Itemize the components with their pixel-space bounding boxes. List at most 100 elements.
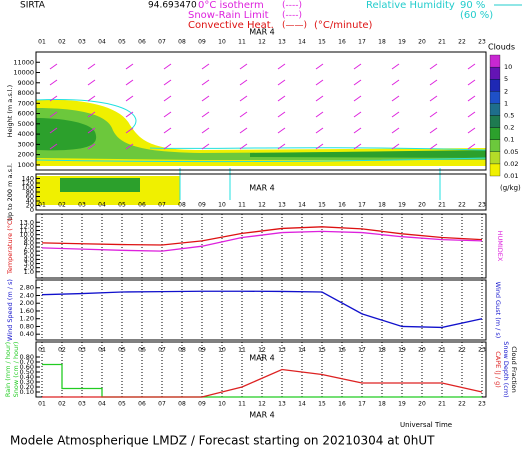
y-tick-label: 2000	[17, 151, 34, 159]
hour-label: 08	[178, 347, 186, 354]
hour-label: 04	[98, 202, 106, 209]
wind-arrow	[467, 127, 476, 134]
wind-arrow	[125, 127, 134, 134]
colorbar-swatch	[489, 139, 501, 152]
wind-arrow	[277, 143, 286, 150]
hour-label: 07	[158, 401, 166, 408]
axis-label: Rain (mm / hour)	[4, 342, 12, 397]
hour-label: 21	[438, 347, 446, 354]
hour-label: 08	[178, 401, 186, 408]
wind-arrow	[277, 79, 286, 86]
wind-arrow	[201, 143, 210, 150]
y-tick-label: 3000	[17, 140, 34, 148]
hour-label: 12	[258, 202, 266, 209]
y-tick-label: 0.40	[20, 330, 34, 338]
hour-label: 13	[278, 202, 286, 209]
hour-label: 01	[38, 202, 46, 209]
wind-arrow	[391, 111, 400, 118]
axis-label: Cloud Fraction	[510, 346, 518, 393]
hour-label: 20	[418, 347, 426, 354]
colorbar-label: 1	[504, 99, 508, 107]
y-tick-label: 11.0	[20, 227, 34, 235]
hour-label: 11	[238, 347, 246, 354]
colorbar-label: 0.1	[504, 136, 514, 144]
hour-label: 18	[378, 202, 386, 209]
y-tick-label: 2.80	[20, 284, 34, 292]
y-tick-label: 2.40	[20, 291, 34, 299]
hour-label: 14	[298, 347, 306, 354]
series-line	[41, 230, 483, 252]
wind-arrow	[201, 79, 210, 86]
y-tick-label: 13.0	[20, 218, 34, 226]
y-tick-label: 140	[22, 175, 34, 183]
y-tick-label: 80	[26, 188, 34, 196]
colorbar-swatch	[489, 115, 501, 128]
hour-label: 18	[378, 347, 386, 354]
wind-arrow	[87, 63, 96, 70]
convective-key: (——)	[282, 21, 307, 31]
hour-label: 02	[58, 39, 66, 46]
wind-arrow	[87, 127, 96, 134]
wind-arrow	[163, 143, 172, 150]
wind-arrow	[125, 111, 134, 118]
wind-arrow	[315, 143, 324, 150]
wind-arrow	[201, 95, 210, 102]
hour-label: 05	[118, 39, 126, 46]
wind-arrow	[391, 79, 400, 86]
hour-label: 23	[478, 401, 486, 408]
panel-frame	[35, 213, 487, 279]
y-tick-label: 2.00	[20, 299, 34, 307]
hour-label: 16	[338, 347, 346, 354]
axis-label: Up to 200 m a.s.l.	[6, 163, 14, 221]
colorbar-swatch	[489, 127, 501, 140]
wind-arrow	[353, 63, 362, 70]
wind-arrow	[315, 127, 324, 134]
isotherm-key: (----)	[282, 1, 302, 11]
hour-label: 21	[438, 401, 446, 408]
y-tick-label: 0.20	[20, 383, 34, 391]
colorbar-label: 0.05	[504, 148, 518, 156]
convective: Convective Heat.	[188, 20, 274, 31]
hour-label: 10	[218, 401, 226, 408]
series-line	[41, 290, 483, 329]
series-line	[42, 368, 483, 398]
hour-label: 09	[198, 202, 206, 209]
y-tick-label: 12.0	[20, 222, 34, 230]
wind-arrow	[239, 111, 248, 118]
y-tick-label: 8000	[17, 89, 34, 97]
axis-label: CAPE (J / g)	[494, 351, 502, 388]
y-tick-label: 9000	[17, 79, 34, 87]
hour-label: 11	[238, 39, 246, 46]
panel-frame	[35, 51, 487, 171]
hour-label: 03	[78, 347, 86, 354]
y-tick-label: 6000	[17, 110, 34, 118]
rh-label: Relative Humidity	[366, 0, 455, 11]
hour-label: 03	[78, 39, 86, 46]
hour-label: 22	[458, 347, 466, 354]
hour-label: 13	[278, 401, 286, 408]
wind-arrow	[87, 143, 96, 150]
y-tick-label: 7000	[17, 99, 34, 107]
hour-label: 20	[418, 202, 426, 209]
wind-arrow	[239, 143, 248, 150]
hour-label: 09	[198, 347, 206, 354]
colorbar-swatch	[489, 54, 501, 68]
wind-arrow	[315, 95, 324, 102]
y-tick-label: 10000	[13, 69, 34, 77]
hour-label: 07	[158, 39, 166, 46]
wind-arrow	[163, 63, 172, 70]
wind-arrow	[429, 111, 438, 118]
y-tick-label: 1.0	[24, 268, 34, 276]
hour-label: 06	[138, 347, 146, 354]
isotherm: 0°C isotherm	[198, 0, 264, 11]
date-label: MAR 4	[249, 411, 275, 420]
hour-label: 14	[298, 39, 306, 46]
y-tick-label: 0.30	[20, 378, 34, 386]
wind-arrow	[315, 111, 324, 118]
y-tick-label: 11000	[13, 58, 34, 66]
y-tick-label: 7.0	[24, 243, 34, 251]
wind-arrow	[429, 95, 438, 102]
axis-label: HUMIDEX	[496, 231, 504, 262]
hour-label: 02	[58, 347, 66, 354]
hour-label: 20	[418, 39, 426, 46]
